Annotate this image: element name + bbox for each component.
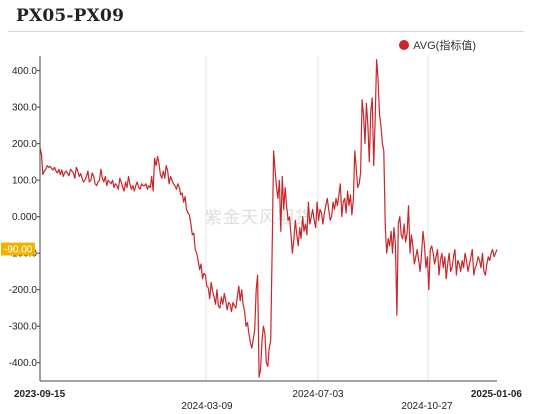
x-axis-ticks: 2023-09-15 2024-03-09 2024-07-03 2024-10-27… xyxy=(14,389,522,412)
y-tick-label: 300.0 xyxy=(12,103,37,114)
y-tick-label: 400.0 xyxy=(12,66,37,77)
legend-label: AVG(指标值) xyxy=(413,40,476,52)
y-tick-label: -400.0 xyxy=(9,358,38,369)
y-tick-label: -300.0 xyxy=(9,322,38,333)
cursor-value-marker: -90.00 xyxy=(1,242,35,256)
cursor-value-label: -90.00 xyxy=(4,245,33,256)
y-tick-label: 100.0 xyxy=(12,176,37,187)
title-divider xyxy=(8,31,524,32)
x-tick-label: 2024-07-03 xyxy=(292,389,344,400)
legend-marker-icon xyxy=(399,40,410,50)
watermark-text: 紫金天风期货 xyxy=(205,208,313,228)
legend[interactable]: AVG(指标值) xyxy=(399,37,476,53)
y-tick-label: -200.0 xyxy=(9,285,38,296)
x-tick-label: 2023-09-15 xyxy=(14,389,66,400)
y-tick-label: 0.000 xyxy=(12,212,37,223)
chart-title: PX05-PX09 xyxy=(16,6,125,26)
x-tick-label: 2025-01-06 xyxy=(471,389,523,400)
x-tick-label: 2024-10-27 xyxy=(401,401,453,412)
series-line-avg[interactable] xyxy=(39,59,498,378)
y-tick-label: 200.0 xyxy=(12,139,37,150)
x-tick-label: 2024-03-09 xyxy=(181,401,233,412)
y-axis-ticks: 400.0300.0200.0100.00.000-100.0-200.0-30… xyxy=(9,66,40,369)
